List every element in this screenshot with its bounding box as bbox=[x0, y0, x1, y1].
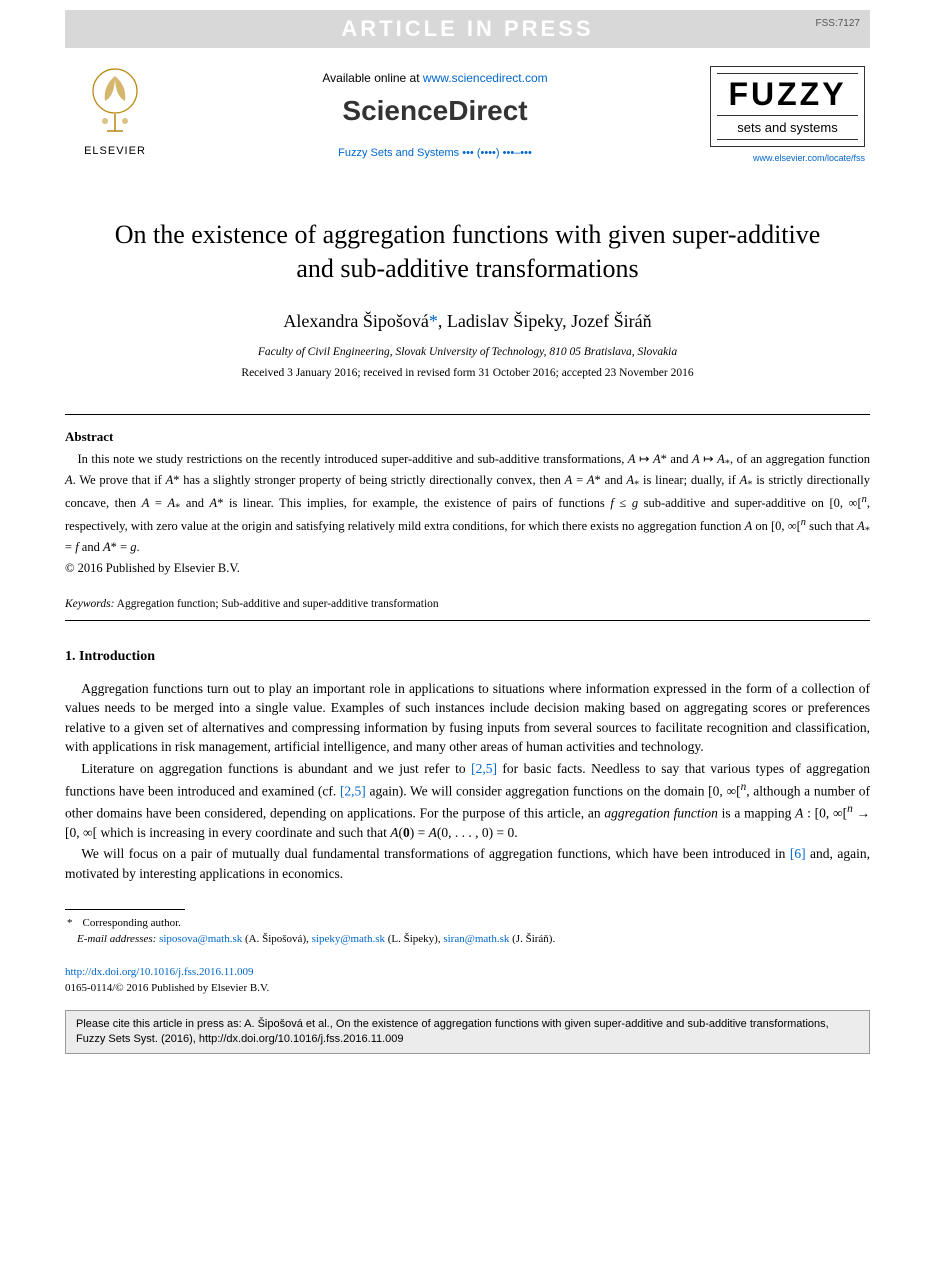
journal-reference: Fuzzy Sets and Systems ••• (••••) •••–••… bbox=[160, 147, 710, 159]
fuzzy-logo-subtitle: sets and systems bbox=[717, 120, 858, 140]
citation-box: Please cite this article in press as: A.… bbox=[65, 1010, 870, 1054]
fuzzy-logo-text: FUZZY bbox=[717, 73, 858, 116]
footnote-rule bbox=[65, 909, 185, 910]
sciencedirect-logo[interactable]: ScienceDirect bbox=[160, 95, 710, 127]
corresponding-author-footnote: *Corresponding author. bbox=[77, 916, 870, 931]
article-in-press-banner: ARTICLE IN PRESS FSS:7127 bbox=[65, 10, 870, 48]
doi-link[interactable]: http://dx.doi.org/10.1016/j.fss.2016.11.… bbox=[65, 965, 870, 980]
affiliation: Faculty of Civil Engineering, Slovak Uni… bbox=[65, 346, 870, 358]
available-online: Available online at www.sciencedirect.co… bbox=[160, 71, 710, 85]
intro-para-1: Aggregation functions turn out to play a… bbox=[65, 679, 870, 757]
intro-para-2: Literature on aggregation functions is a… bbox=[65, 759, 870, 842]
header-row: ELSEVIER Available online at www.science… bbox=[65, 66, 870, 163]
elsevier-tree-icon bbox=[85, 66, 145, 136]
elsevier-logo[interactable]: ELSEVIER bbox=[70, 66, 160, 157]
elsevier-label: ELSEVIER bbox=[70, 145, 160, 157]
star-icon: * bbox=[67, 917, 73, 929]
sciencedirect-url[interactable]: www.sciencedirect.com bbox=[423, 71, 548, 85]
banner-text: ARTICLE IN PRESS bbox=[341, 16, 593, 41]
rule-bottom bbox=[65, 620, 870, 621]
abstract-heading: Abstract bbox=[65, 429, 870, 445]
authors: Alexandra Šipošová*, Ladislav Šipeky, Jo… bbox=[65, 311, 870, 332]
fss-code: FSS:7127 bbox=[816, 18, 860, 29]
abstract-body: In this note we study restrictions on th… bbox=[65, 451, 870, 557]
email-footnote: E-mail addresses: siposova@math.sk (A. Š… bbox=[77, 932, 870, 947]
intro-para-3: We will focus on a pair of mutually dual… bbox=[65, 844, 870, 883]
article-title: On the existence of aggregation function… bbox=[95, 218, 840, 286]
fuzzy-journal-logo[interactable]: FUZZY sets and systems www.elsevier.com/… bbox=[710, 66, 865, 163]
keywords: Keywords: Aggregation function; Sub-addi… bbox=[65, 598, 870, 610]
keywords-label: Keywords: bbox=[65, 598, 114, 610]
section-1-heading: 1. Introduction bbox=[65, 649, 870, 665]
doi-block: http://dx.doi.org/10.1016/j.fss.2016.11.… bbox=[65, 965, 870, 996]
rule-top bbox=[65, 414, 870, 415]
issn-copyright: 0165-0114/© 2016 Published by Elsevier B… bbox=[65, 981, 870, 996]
abstract-copyright: © 2016 Published by Elsevier B.V. bbox=[65, 561, 870, 576]
article-dates: Received 3 January 2016; received in rev… bbox=[65, 367, 870, 379]
email-list: siposova@math.sk (A. Šipošová), sipeky@m… bbox=[156, 933, 555, 945]
center-header: Available online at www.sciencedirect.co… bbox=[160, 66, 710, 159]
keywords-text: Aggregation function; Sub-additive and s… bbox=[114, 598, 438, 610]
journal-url[interactable]: www.elsevier.com/locate/fss bbox=[710, 153, 865, 163]
email-label: E-mail addresses: bbox=[77, 933, 156, 945]
